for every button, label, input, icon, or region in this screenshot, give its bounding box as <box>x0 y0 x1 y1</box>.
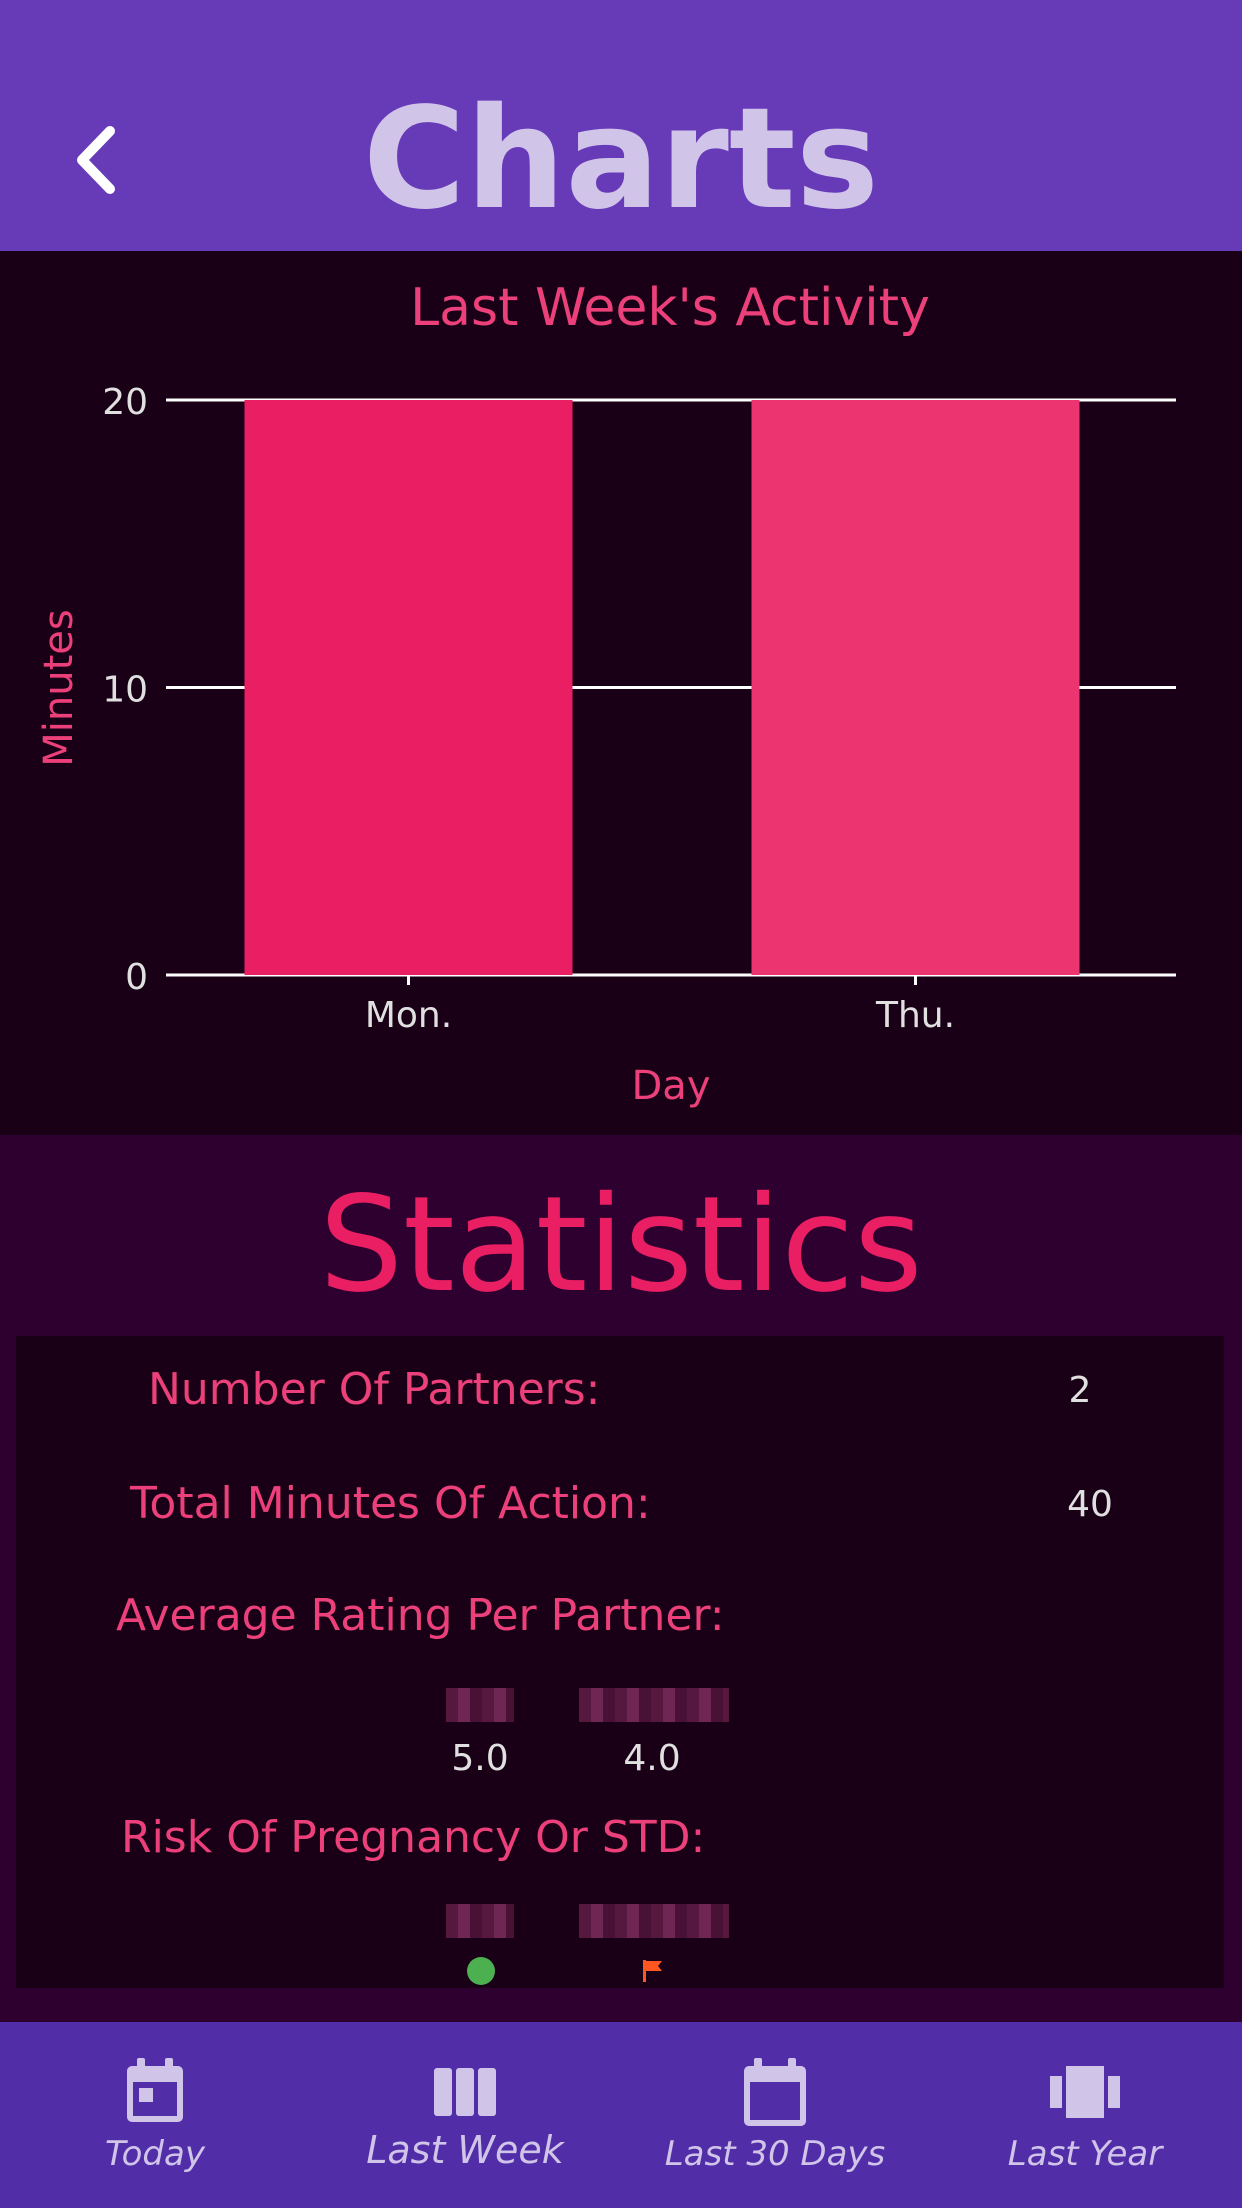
bottom-nav: Today Last Week Last 30 Days Last Year <box>0 2022 1242 2208</box>
minutes-value: 40 <box>1067 1484 1113 1525</box>
y-tick-label: 0 <box>125 957 148 998</box>
nav-today-label: Today <box>105 2134 205 2174</box>
partner-2-name-redacted-2 <box>579 1904 729 1938</box>
nav-today[interactable]: Today <box>0 2022 310 2208</box>
minutes-label: Total Minutes Of Action: <box>130 1478 651 1529</box>
nav-last-30-days-label: Last 30 Days <box>664 2134 886 2174</box>
x-axis-label: Day <box>632 1063 711 1109</box>
y-tick-label: 20 <box>102 382 148 423</box>
partner-2-name-redacted <box>579 1688 729 1722</box>
red-flag-icon <box>643 1960 662 1982</box>
chevron-left-icon <box>77 126 115 194</box>
calendar-icon <box>744 2058 806 2126</box>
statistics-box <box>16 1336 1224 1988</box>
x-tick-label: Mon. <box>365 995 452 1036</box>
risk-label: Risk Of Pregnancy Or STD: <box>121 1812 706 1863</box>
activity-bar-chart: Last Week's Activity 0 10 20 Mon. Thu. Day Minu… <box>36 278 1176 1109</box>
chart-title: Last Week's Activity <box>410 278 930 338</box>
partners-value: 2 <box>1068 1370 1092 1411</box>
rating-label: Average Rating Per Partner: <box>116 1590 725 1641</box>
partner-2-rating: 4.0 <box>623 1738 681 1779</box>
columns-icon <box>434 2068 496 2116</box>
nav-last-year[interactable]: Last Year <box>930 2022 1240 2208</box>
green-dot-icon <box>467 1957 495 1985</box>
y-axis-label: Minutes <box>36 609 82 766</box>
partner-1-name-redacted-2 <box>446 1904 514 1938</box>
partner-1-rating: 5.0 <box>451 1738 509 1779</box>
partners-label: Number Of Partners: <box>148 1364 601 1415</box>
nav-last-week[interactable]: Last Week <box>310 2022 620 2208</box>
nav-last-week-label: Last Week <box>366 2128 564 2172</box>
back-button[interactable] <box>60 115 130 205</box>
activity-chart-panel: Last Week's Activity 0 10 20 Mon. Thu. Day Minu… <box>0 251 1242 1135</box>
statistics-title: Statistics <box>319 1168 923 1322</box>
y-tick-label: 10 <box>102 670 148 711</box>
carousel-icon <box>1050 2066 1120 2118</box>
nav-last-30-days[interactable]: Last 30 Days <box>620 2022 930 2208</box>
bar-mon <box>244 400 573 975</box>
page-title: Charts <box>362 78 880 241</box>
app-header: Charts <box>0 0 1242 251</box>
nav-last-year-label: Last Year <box>1007 2134 1163 2174</box>
bar-thu <box>751 400 1080 975</box>
partner-1-name-redacted <box>446 1688 514 1722</box>
calendar-day-icon <box>127 2058 183 2122</box>
x-tick-label: Thu. <box>875 995 955 1036</box>
